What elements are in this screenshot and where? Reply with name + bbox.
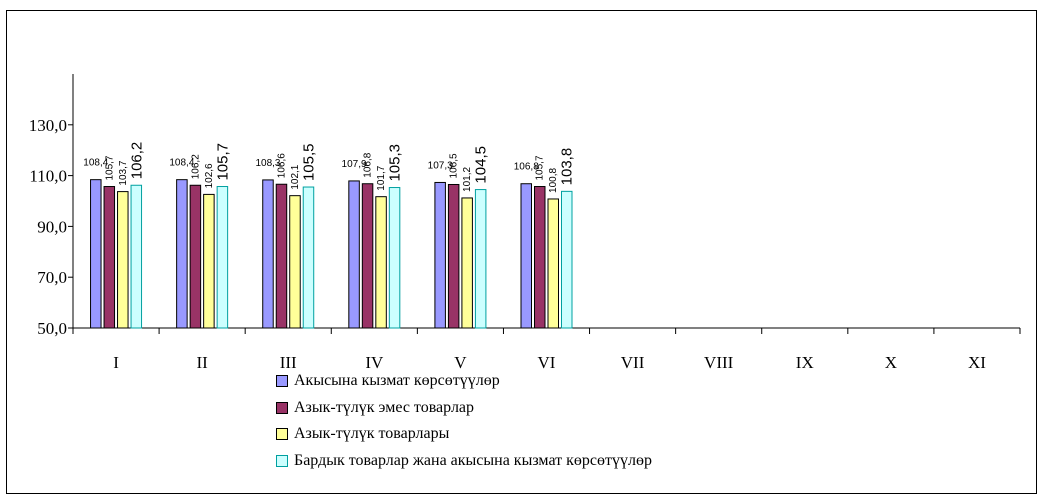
bar [520, 183, 532, 329]
bar [90, 179, 102, 329]
bar [203, 193, 215, 329]
data-label: 102,6 [204, 163, 215, 188]
legend-item-all: Бардык товарлар жана акысына кызмат көрс… [276, 448, 652, 475]
bar [447, 183, 460, 329]
x-tick-label: X [885, 353, 897, 372]
data-label: 100,8 [548, 168, 559, 193]
y-tick-label: 50,0 [37, 319, 67, 338]
bar [474, 189, 487, 329]
x-tick-label: III [280, 353, 297, 372]
bar [176, 179, 188, 329]
y-tick-label: 90,0 [37, 217, 67, 236]
legend-label: Азык-түлүк эмес товарлар [294, 398, 475, 416]
bar [189, 184, 202, 329]
legend-item-food: Азык-түлүк товарлары [276, 421, 652, 448]
data-label: 108,4 [83, 158, 108, 169]
data-label: 108,3 [255, 158, 280, 169]
data-label: 104,5 [473, 146, 490, 184]
x-tick-label: VIII [704, 353, 734, 372]
data-label: 103,8 [559, 148, 576, 186]
bar [216, 186, 229, 329]
x-tick-label: II [196, 353, 208, 372]
bar [534, 186, 546, 329]
bar [117, 191, 129, 329]
bar [262, 179, 274, 329]
bar [103, 186, 116, 329]
bar [130, 184, 143, 329]
data-label: 105,7 [535, 155, 546, 180]
bar [302, 186, 315, 329]
data-label: 105,3 [387, 144, 404, 182]
data-label: 102,1 [290, 164, 301, 189]
legend-swatch [276, 454, 288, 467]
bar [348, 180, 360, 329]
bar [289, 195, 301, 329]
legend-label: Азык-түлүк товарлары [294, 425, 450, 443]
x-tick-label: XI [968, 353, 986, 372]
data-label: 105,7 [104, 155, 115, 180]
x-tick-label: VII [621, 353, 645, 372]
data-label: 106,6 [276, 153, 287, 178]
bar [461, 197, 473, 329]
legend-label: Бардык товарлар жана акысына кызмат көрс… [294, 451, 652, 469]
x-tick-label: IX [796, 353, 814, 372]
data-label: 106,2 [128, 142, 145, 180]
bar [361, 183, 374, 329]
data-label: 101,2 [462, 166, 473, 191]
bar [275, 183, 288, 329]
data-label: 107,9 [342, 159, 367, 170]
legend-swatch [276, 428, 288, 441]
bar [388, 187, 401, 329]
y-tick-label: 70,0 [37, 268, 67, 287]
data-label: 107,3 [428, 160, 453, 171]
x-tick-label: IV [365, 353, 384, 372]
x-tick-label: VI [538, 353, 556, 372]
x-tick-label: I [113, 353, 119, 372]
data-label: 105,5 [300, 143, 317, 181]
bar [547, 198, 559, 329]
legend-swatch [276, 401, 288, 414]
legend: Акысына кызмат көрсөтүүлөр Азык-түлүк эм… [276, 368, 652, 474]
data-label: 105,7 [214, 143, 231, 181]
data-label: 106,2 [190, 154, 201, 179]
data-label: 106,5 [449, 153, 460, 178]
data-label: 106,8 [363, 152, 374, 177]
bar [375, 196, 387, 329]
legend-label: Акысына кызмат көрсөтүүлөр [294, 372, 500, 390]
data-label: 103,7 [118, 160, 129, 185]
y-tick-label: 110,0 [29, 167, 67, 186]
bar [434, 181, 446, 329]
data-label: 106,8 [514, 162, 539, 173]
bar [561, 190, 573, 329]
data-label: 101,7 [376, 165, 387, 190]
legend-item-nonfood: Азык-түлүк эмес товарлар [276, 395, 652, 422]
legend-swatch [276, 375, 288, 388]
legend-item-services: Акысына кызмат көрсөтүүлөр [276, 368, 652, 395]
y-tick-label: 130,0 [29, 116, 67, 135]
data-label: 108,4 [169, 158, 194, 169]
x-tick-label: V [454, 353, 467, 372]
